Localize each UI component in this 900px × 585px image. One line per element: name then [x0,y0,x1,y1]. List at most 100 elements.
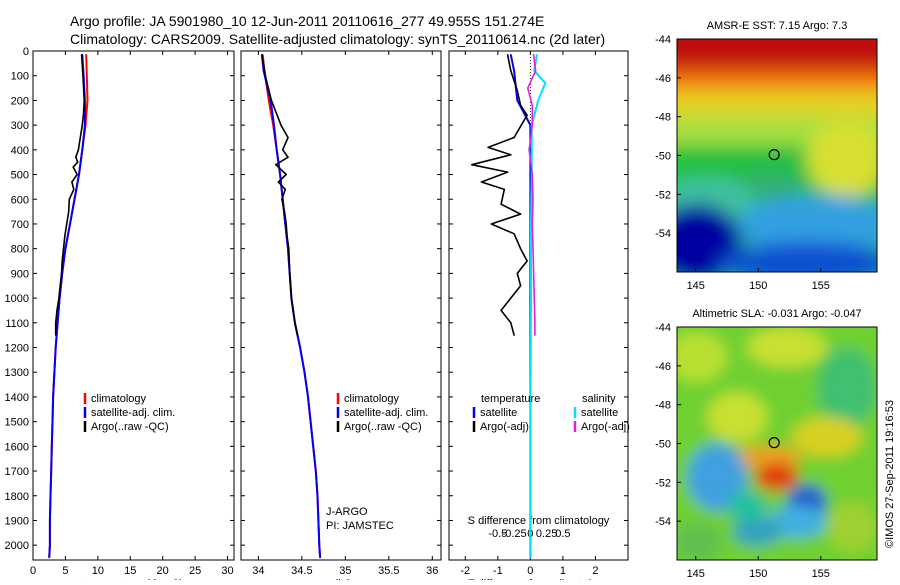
data-point [288,248,290,250]
x-tick-label: 10 [92,565,104,577]
data-point [76,173,78,176]
plot-frame [240,50,442,561]
series-line [470,54,528,336]
data-point [77,161,79,163]
data-point [78,173,80,176]
legend-entry: satellite [581,407,618,419]
data-point [516,99,518,102]
sst-map-field [677,39,877,272]
data-point [532,272,535,275]
x-tick-label: 145 [687,568,705,580]
sst-blob [737,194,877,254]
data-point [513,334,515,336]
data-point [500,203,502,205]
data-point [531,104,533,107]
data-point [264,75,266,77]
data-point [53,371,56,373]
data-point [532,248,534,250]
data-point [506,54,509,56]
sla-blob [677,522,722,560]
data-point [81,149,84,151]
sst-cold [717,242,877,272]
series-line [261,54,299,336]
data-point [471,164,473,166]
data-point [55,346,57,349]
y-tick-label: -46 [655,361,671,373]
y-tick-label: 800 [11,244,29,256]
legend-entry: climatology [91,393,147,405]
data-point [289,272,291,275]
data-point [55,334,57,336]
data-point [59,285,61,287]
data-point [490,223,492,225]
series-line [48,54,86,558]
x-tick-label: 0 [30,565,36,577]
data-point [319,556,321,559]
data-point [58,297,60,299]
y-tick-label: -54 [655,516,671,528]
y-tick-label: 1000 [5,293,29,305]
x-tick-label: 150 [749,280,767,292]
data-point [526,114,528,116]
series-line [526,54,537,336]
data-point [513,70,515,72]
sla-blob [707,392,767,442]
data-point [81,124,84,126]
data-point [55,322,57,324]
x-tick-label: 34 [252,565,264,577]
legend-entry: climatology [344,393,400,405]
argo-location-marker [768,149,780,161]
y-tick-label: 700 [11,219,29,231]
x-tick-label: -1 [493,565,503,577]
data-point [307,396,309,398]
y-tick-label: -52 [655,477,671,489]
y-tick-label: 2000 [5,540,29,552]
y-tick-label: -50 [655,439,671,451]
legend-entry: Argo(-adj) [581,421,630,433]
data-point [82,75,84,77]
data-point [282,149,284,151]
data-point [510,297,512,299]
sla-blob [727,492,767,522]
data-point [513,233,515,235]
x-tick-label: 15 [124,565,136,577]
x-tick-label: 35 [339,565,351,577]
sla-blob [687,443,747,511]
data-point [79,136,82,139]
x-tick-label: 155 [812,568,830,580]
sla-blob [792,417,862,457]
data-point [273,124,275,126]
data-point [86,99,89,102]
legend-entry: satellite [480,407,517,419]
x-tick-label: -2 [460,565,470,577]
data-point [544,82,546,84]
data-point [519,104,522,107]
data-point [527,87,529,89]
x-tick-label: 1 [560,565,566,577]
legend-entry: Argo(..raw -QC) [344,421,422,433]
sla-map-field [677,327,877,560]
data-point [534,322,536,324]
data-point [510,322,512,324]
data-point [285,173,287,176]
y-tick-label: 500 [11,170,29,182]
x-tick-label: 20 [157,565,169,577]
data-point [276,149,278,151]
sst-band [677,89,877,117]
data-point [286,235,288,237]
data-point [69,223,71,225]
data-point [277,181,280,183]
data-point [534,334,536,336]
data-point [519,285,522,287]
y-tick-label: 1900 [5,515,29,527]
data-point [285,223,287,225]
data-point [80,54,83,56]
data-point [315,470,317,472]
legend-entry: satellite-adj. clim. [344,407,428,419]
data-point [56,322,59,324]
data-point [68,198,71,200]
x-tick-label: 145 [687,280,705,292]
top-axis-label: S difference from climatology [468,515,610,527]
top-tick-label: -0.25 [502,528,527,540]
